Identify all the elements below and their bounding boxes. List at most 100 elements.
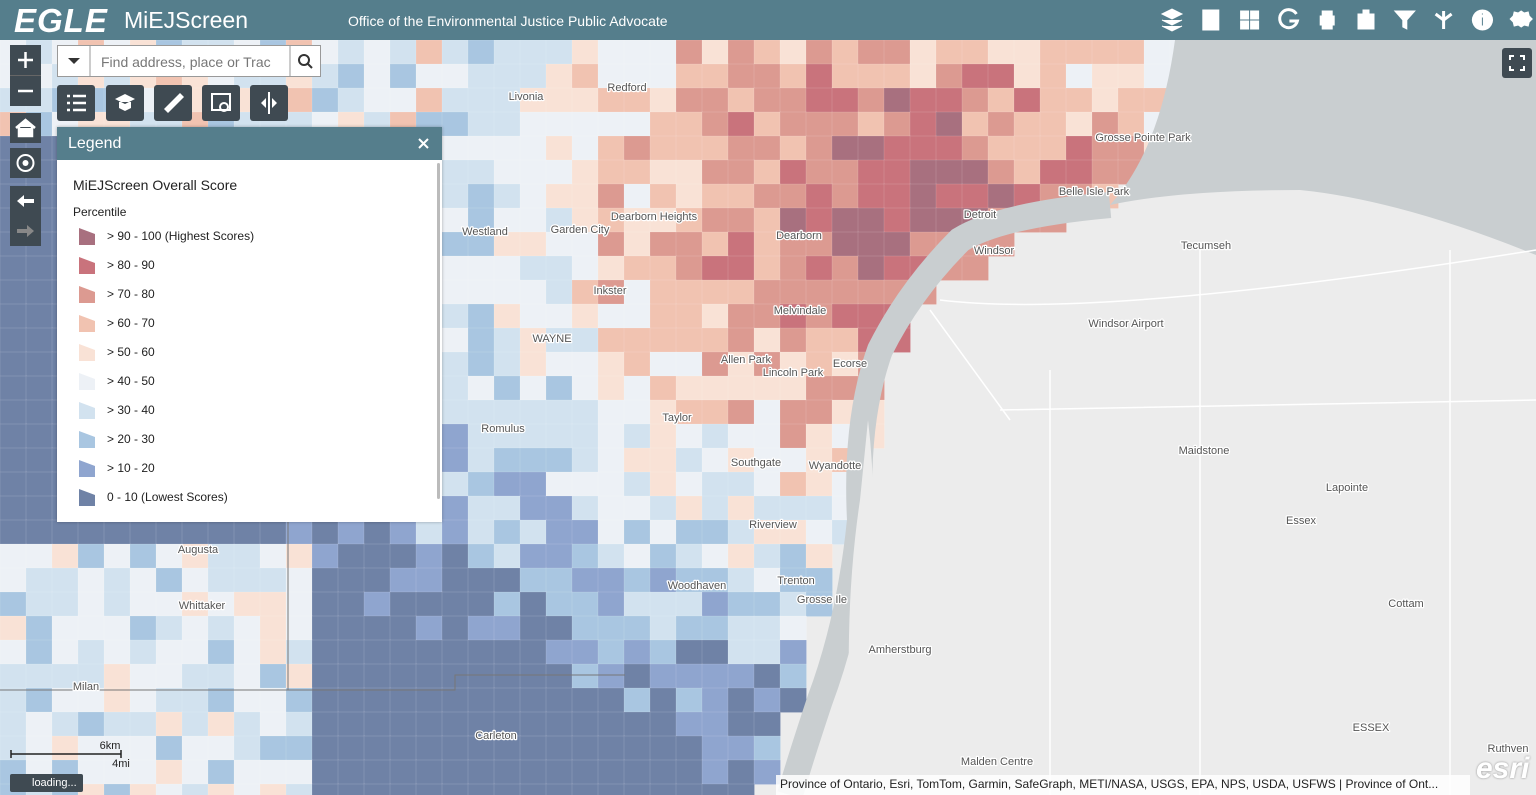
- report-tool[interactable]: [202, 85, 240, 121]
- tract: [77, 783, 105, 795]
- swatch-shape: [79, 315, 95, 332]
- tract: [753, 40, 781, 65]
- tract: [259, 543, 287, 569]
- tract: [571, 327, 599, 353]
- tract: [649, 231, 677, 257]
- search-box[interactable]: Find address, place or Trac: [57, 45, 321, 77]
- tract: [1065, 159, 1093, 185]
- tract: [129, 615, 157, 641]
- tract: [545, 519, 573, 545]
- layer-list-tool[interactable]: [1202, 9, 1220, 31]
- tract: [285, 759, 313, 785]
- tract: [441, 87, 469, 113]
- tract: [883, 231, 911, 257]
- tract: [935, 111, 963, 137]
- tract: [623, 375, 651, 401]
- tract: [545, 783, 573, 795]
- fullscreen-button[interactable]: [1502, 48, 1532, 78]
- settings-tool[interactable]: [1509, 10, 1533, 28]
- layers-tool[interactable]: [1160, 8, 1184, 32]
- home-button[interactable]: [10, 113, 41, 143]
- tract: [597, 615, 625, 641]
- tract: [597, 207, 625, 233]
- tract: [415, 87, 443, 113]
- tract: [519, 63, 547, 89]
- tract: [545, 327, 573, 353]
- tract: [467, 231, 495, 257]
- zoom-in[interactable]: [10, 45, 41, 75]
- tract: [285, 663, 313, 689]
- tract: [727, 135, 755, 161]
- legend-label: > 20 - 30: [107, 432, 155, 446]
- tract: [753, 567, 781, 593]
- scrollbar[interactable]: [437, 163, 440, 499]
- tract: [51, 543, 79, 569]
- zoom-out[interactable]: [10, 75, 41, 106]
- tract: [519, 447, 547, 473]
- tract: [987, 87, 1015, 113]
- tract: [753, 423, 781, 449]
- tract: [597, 63, 625, 89]
- tract: [441, 327, 469, 353]
- filter-tool[interactable]: [1393, 10, 1416, 30]
- forward-extent[interactable]: [10, 216, 41, 246]
- tract: [831, 303, 859, 329]
- geocoder-tool[interactable]: [1278, 8, 1300, 30]
- tract: [623, 783, 651, 795]
- tract: [727, 735, 755, 761]
- tract: [441, 447, 469, 473]
- tract: [753, 303, 781, 329]
- icon-glyph: [1509, 10, 1533, 28]
- measure-tool[interactable]: [154, 85, 192, 121]
- tract: [779, 615, 807, 641]
- locate-button[interactable]: [10, 148, 41, 178]
- about-tool[interactable]: [106, 85, 144, 121]
- legend-label: > 30 - 40: [107, 403, 155, 417]
- tract: [753, 183, 781, 209]
- info-tool[interactable]: [1471, 9, 1493, 31]
- tract: [493, 543, 521, 569]
- tract: [441, 159, 469, 185]
- tract: [25, 519, 53, 545]
- search-placeholder: Find address, place or Trac: [101, 54, 271, 70]
- tract: [25, 471, 53, 497]
- bookmark-tool[interactable]: [1357, 9, 1375, 30]
- tract: [25, 711, 53, 737]
- tract: [727, 615, 755, 641]
- tract: [467, 543, 495, 569]
- tract: [701, 351, 729, 377]
- tract: [701, 471, 729, 497]
- tract: [831, 159, 859, 185]
- tract: [623, 135, 651, 161]
- share-tool[interactable]: [1434, 11, 1453, 29]
- tract: [415, 735, 443, 761]
- tract: [805, 567, 833, 593]
- tract: [675, 375, 703, 401]
- legend-tool[interactable]: [57, 85, 95, 121]
- tract: [0, 375, 27, 401]
- tract: [805, 63, 833, 89]
- tract: [571, 639, 599, 665]
- tract: [779, 495, 807, 521]
- tract: [597, 663, 625, 689]
- tract: [701, 495, 729, 521]
- tract: [441, 519, 469, 545]
- tract: [597, 40, 625, 65]
- tract: [727, 279, 755, 305]
- legend-close[interactable]: [414, 134, 434, 154]
- basemap-tool[interactable]: [1240, 10, 1260, 30]
- print-tool[interactable]: [1319, 10, 1335, 30]
- swatch-shape: [79, 228, 95, 245]
- tract: [519, 399, 547, 425]
- tract: [103, 711, 131, 737]
- tract: [571, 279, 599, 305]
- tract: [831, 351, 859, 377]
- tract: [779, 687, 807, 713]
- swipe-tool[interactable]: [250, 85, 288, 121]
- tract: [753, 375, 781, 401]
- tract: [389, 519, 417, 545]
- back-extent[interactable]: [10, 186, 41, 216]
- tract: [1117, 63, 1145, 89]
- tract: [337, 663, 365, 689]
